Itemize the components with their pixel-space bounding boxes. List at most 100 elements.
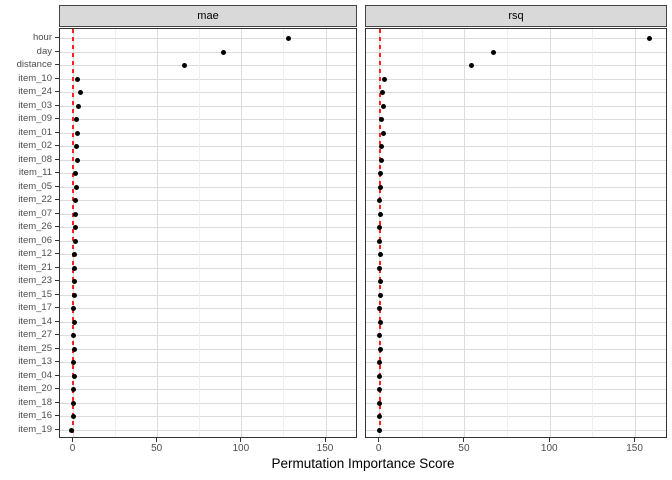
data-point	[72, 225, 78, 231]
data-point	[71, 279, 77, 285]
gridline-minor	[115, 29, 117, 437]
gridline-row	[60, 78, 356, 80]
y-tick-label: item_04	[18, 369, 52, 381]
gridline-minor	[592, 29, 594, 437]
x-axis-title: Permutation Importance Score	[271, 456, 455, 471]
data-point	[377, 306, 383, 312]
gridline-row	[366, 254, 666, 256]
data-point	[70, 400, 76, 406]
gridline-row	[366, 51, 666, 53]
gridline-row	[60, 240, 356, 242]
y-tick-label: item_07	[18, 207, 52, 219]
data-point	[74, 157, 80, 163]
gridline-row	[366, 430, 666, 431]
x-tick-label: 100	[232, 443, 250, 454]
data-point	[71, 414, 77, 420]
y-tick-mark	[55, 320, 59, 322]
y-tick-label: item_20	[18, 383, 52, 395]
y-tick-mark	[55, 361, 59, 363]
y-tick-label: item_13	[18, 356, 52, 368]
x-tick-label: 150	[316, 443, 334, 454]
y-tick-mark	[55, 226, 59, 228]
gridline-row	[60, 105, 356, 107]
data-point	[377, 373, 383, 379]
gridline-major	[325, 29, 327, 437]
data-point	[380, 103, 386, 109]
y-tick-mark	[55, 104, 59, 106]
y-tick-label: item_26	[18, 221, 52, 233]
gridline-row	[60, 38, 356, 39]
y-tick-mark	[55, 415, 59, 417]
data-point	[72, 373, 78, 379]
y-tick-mark	[55, 429, 59, 430]
y-tick-label: hour	[32, 32, 52, 43]
data-point	[71, 387, 77, 393]
y-tick-mark	[55, 347, 59, 349]
gridline-row	[366, 375, 666, 377]
gridline-row	[366, 159, 666, 161]
y-tick-mark	[55, 280, 59, 282]
data-point	[379, 117, 385, 123]
gridline-row	[60, 335, 356, 337]
gridline-row	[366, 402, 666, 404]
facet-title-rsq: rsq	[508, 9, 524, 22]
gridline-row	[60, 173, 356, 175]
gridline-row	[60, 227, 356, 229]
y-tick-label: item_05	[18, 180, 52, 192]
data-point	[71, 265, 77, 271]
gridline-major	[464, 29, 466, 437]
y-tick-label: item_14	[18, 315, 52, 327]
y-tick-mark	[55, 77, 59, 79]
gridline-row	[60, 132, 356, 134]
gridline-major	[157, 29, 159, 437]
y-tick-mark	[55, 374, 59, 376]
x-tick-mark	[378, 438, 380, 442]
data-point	[377, 428, 383, 433]
data-point	[74, 117, 80, 123]
data-point	[377, 387, 383, 393]
gridline-row	[366, 335, 666, 337]
gridline-minor	[199, 29, 201, 437]
y-tick-mark	[55, 37, 59, 38]
gridline-row	[60, 348, 356, 350]
data-point	[74, 130, 80, 136]
x-tick-mark	[71, 438, 73, 442]
gridline-row	[60, 65, 356, 67]
data-point	[71, 333, 77, 339]
data-point	[220, 49, 226, 55]
y-tick-mark	[55, 253, 59, 255]
gridline-row	[60, 200, 356, 202]
gridline-row	[366, 267, 666, 269]
data-point	[72, 292, 78, 298]
x-tick-mark	[463, 438, 465, 442]
y-tick-label: item_03	[18, 99, 52, 111]
y-tick-mark	[55, 50, 59, 52]
gridline-row	[366, 362, 666, 364]
data-point	[380, 130, 386, 136]
y-tick-mark	[55, 91, 59, 93]
data-point	[72, 252, 78, 258]
data-point	[377, 414, 383, 420]
gridline-row	[60, 267, 356, 269]
data-point	[377, 265, 383, 271]
gridline-minor	[421, 29, 423, 437]
gridline-row	[366, 173, 666, 175]
data-point	[77, 90, 83, 96]
gridline-row	[60, 321, 356, 323]
gridline-row	[366, 240, 666, 242]
data-point	[377, 346, 383, 352]
y-tick-label: item_09	[18, 113, 52, 125]
x-tick-label: 50	[151, 443, 163, 454]
gridline-row	[366, 38, 666, 39]
y-tick-label: item_27	[18, 329, 52, 341]
y-tick-label: item_16	[18, 410, 52, 422]
facet-title-mae: mae	[197, 9, 219, 22]
data-point	[378, 144, 384, 150]
data-point	[377, 238, 383, 244]
gridline-major	[241, 29, 243, 437]
x-tick-label: 0	[69, 443, 76, 454]
gridline-row	[366, 65, 666, 67]
gridline-row	[366, 119, 666, 121]
gridline-row	[366, 227, 666, 229]
